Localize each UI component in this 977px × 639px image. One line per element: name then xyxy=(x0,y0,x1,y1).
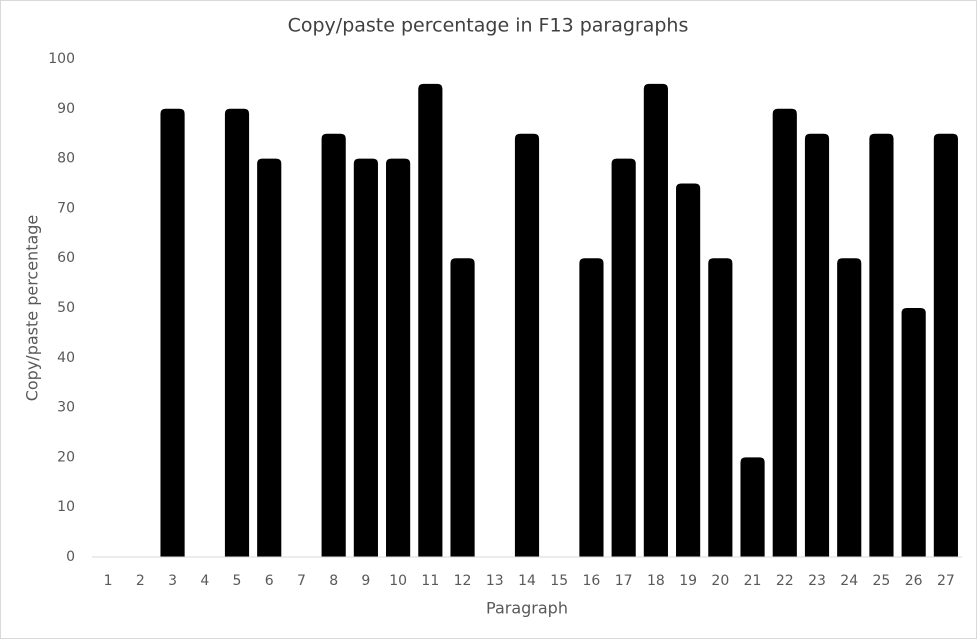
chart-title: Copy/paste percentage in F13 paragraphs xyxy=(288,15,689,37)
bar xyxy=(804,133,830,557)
y-tick-label: 30 xyxy=(57,400,75,416)
x-tick-label: 11 xyxy=(421,573,439,589)
x-tick-label: 15 xyxy=(550,573,568,589)
x-tick-label: 25 xyxy=(873,573,891,589)
x-tick-label: 20 xyxy=(711,573,729,589)
y-tick-label: 80 xyxy=(57,151,75,167)
bar xyxy=(708,258,733,557)
x-tick-label: 16 xyxy=(583,573,601,589)
bar xyxy=(611,158,636,557)
x-tick-label: 27 xyxy=(937,573,955,589)
x-tick-label: 7 xyxy=(297,573,306,589)
x-tick-label: 12 xyxy=(454,573,472,589)
bar xyxy=(514,133,540,557)
bar xyxy=(224,108,250,558)
x-tick-label: 14 xyxy=(518,573,536,589)
y-tick-label: 60 xyxy=(57,250,75,266)
x-tick-label: 18 xyxy=(647,573,665,589)
y-tick-label: 50 xyxy=(57,300,75,316)
bar xyxy=(837,258,862,557)
bar xyxy=(933,133,958,557)
x-tick-label: 23 xyxy=(808,573,826,589)
x-tick-label: 21 xyxy=(744,573,762,589)
y-tick-label: 20 xyxy=(57,449,75,465)
y-tick-label: 70 xyxy=(57,200,75,216)
bar xyxy=(257,158,282,557)
bar xyxy=(386,158,411,557)
y-tick-label: 100 xyxy=(48,51,75,67)
bar xyxy=(450,258,475,557)
x-tick-label: 17 xyxy=(615,573,633,589)
bar xyxy=(869,133,894,557)
x-tick-label: 22 xyxy=(776,573,794,589)
bar xyxy=(321,133,346,557)
x-tick-label: 4 xyxy=(200,573,209,589)
y-tick-label: 40 xyxy=(57,350,75,366)
bar xyxy=(579,258,604,557)
bar xyxy=(740,457,765,557)
x-tick-label: 6 xyxy=(265,573,274,589)
x-tick-label: 2 xyxy=(136,573,145,589)
bar xyxy=(643,83,668,558)
x-tick-label: 10 xyxy=(389,573,407,589)
y-axis-title: Copy/paste percentage xyxy=(23,215,42,402)
bar xyxy=(676,183,701,557)
y-tick-label: 90 xyxy=(57,101,75,117)
x-tick-label: 13 xyxy=(486,573,504,589)
bar xyxy=(418,83,443,558)
x-axis-title: Paragraph xyxy=(486,599,568,618)
x-tick-label: 5 xyxy=(233,573,242,589)
bar xyxy=(772,108,797,558)
y-tick-label: 10 xyxy=(57,499,75,515)
bar xyxy=(160,108,185,558)
x-tick-label: 26 xyxy=(905,573,923,589)
x-tick-label: 19 xyxy=(679,573,697,589)
x-tick-label: 1 xyxy=(104,573,113,589)
x-tick-label: 24 xyxy=(840,573,858,589)
x-tick-label: 8 xyxy=(329,573,338,589)
x-tick-label: 9 xyxy=(361,573,370,589)
bar xyxy=(901,308,926,557)
bar xyxy=(353,158,378,557)
y-tick-label: 0 xyxy=(66,549,75,565)
x-tick-label: 3 xyxy=(168,573,177,589)
